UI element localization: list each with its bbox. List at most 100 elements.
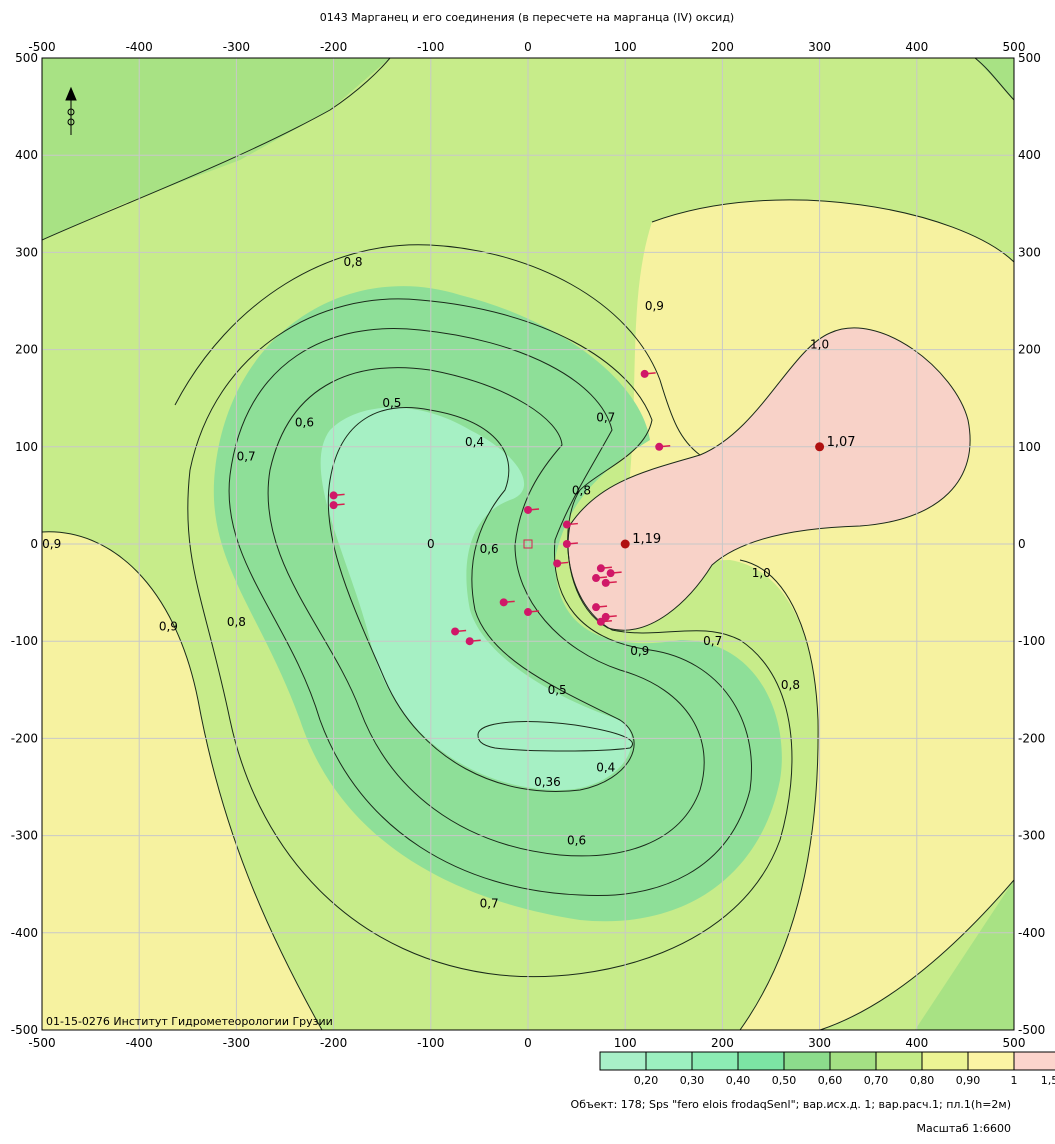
contour-label: 0,4 [465,435,484,449]
source-marker [329,501,338,510]
legend-swatch [645,1051,693,1071]
legend-label: 0,30 [680,1074,705,1087]
legend-label: 0,60 [818,1074,843,1087]
y-tick-label-left: 100 [15,440,38,454]
y-tick-label-right: 100 [1018,440,1041,454]
y-axis-left: 500 400 300 200 100 0 -100 -200 -300 -400 -500 [11,51,38,1037]
region-lower-right-0-7 [915,880,1014,1030]
y-tick-label-left: 400 [15,148,38,162]
y-tick-label-right: 0 [1018,537,1026,551]
legend-swatch [967,1051,1015,1071]
source-marker [606,569,615,578]
source-marker [655,442,664,451]
y-tick-label-right: -100 [1018,634,1045,648]
contour-0-9-right [651,199,1014,1030]
footer-object: Объект: 178; Sps "fero elois frodaqSenl"… [571,1098,1011,1111]
x-tick-label-top: -200 [320,40,347,54]
max-points: 1,19 1,07 [620,435,856,549]
legend-label: 0,40 [726,1074,751,1087]
source-marker [524,608,532,617]
contour-label: 0,6 [295,416,314,430]
contour-label: 0,9 [645,299,664,313]
source-marker [329,491,338,500]
contour-label: 0,7 [237,450,256,464]
source-marker [524,505,532,514]
contour-label: 0,8 [227,615,246,629]
x-axis-top: -500 -400 -300 -200 -100 0 100 200 300 400 500 [28,40,1025,54]
source-marker [601,612,610,621]
x-tick-label-bottom: -500 [28,1036,55,1050]
contour-label: 0,8 [781,678,800,692]
x-tick-label-top: -300 [223,40,250,54]
x-tick-label-top: 400 [905,40,928,54]
source-markers [329,369,671,646]
open-marker [523,539,533,549]
contour-label: 0,6 [567,833,586,847]
y-tick-label-left: -500 [11,1023,38,1037]
y-tick-label-right: -200 [1018,731,1045,745]
legend-label: 0,90 [956,1074,981,1087]
legend-swatch [783,1051,831,1071]
max-point-marker [620,539,630,549]
contour-0-4 [327,407,635,792]
y-tick-label-right: -400 [1018,926,1045,940]
y-tick-label-left: 200 [15,343,38,357]
legend-swatch [1013,1051,1055,1071]
color-legend: 0,20 0,30 0,40 0,50 0,60 0,70 0,80 0,90 1 1,50 [599,1051,1055,1087]
chart-title: 0143 Марганец и его соединения (в пересч… [320,11,734,24]
contour-label: 0,9 [159,620,178,634]
max-point-label: 1,19 [632,532,661,547]
compass-icon [65,86,77,135]
region-inner-0-4 [320,407,632,790]
x-tick-label-bottom: 300 [808,1036,831,1050]
legend-label: 0,50 [772,1074,797,1087]
contour-1-0 [567,327,971,631]
contour-label: 0,4 [596,761,615,775]
footer-scale: Масштаб 1:6600 [917,1122,1011,1135]
x-tick-label-top: -500 [28,40,55,54]
y-tick-label-right: -300 [1018,829,1045,843]
max-point-label: 1,07 [827,435,856,450]
x-tick-label-bottom: -300 [223,1036,250,1050]
legend-swatch [829,1051,877,1071]
source-marker [562,540,571,548]
y-tick-label-right: 200 [1018,343,1041,357]
contour-label: 0,6 [480,542,499,556]
source-marker [553,559,562,568]
source-marker [596,564,605,573]
x-tick-label-top: 0 [524,40,532,54]
x-axis-bottom: -500 -400 -300 -200 -100 0 100 200 300 400 500 [28,1036,1025,1050]
contour-0-36 [477,721,633,752]
y-tick-label-right: 500 [1018,51,1041,65]
contour-label: 0,7 [703,634,722,648]
source-marker [562,520,571,529]
contour-label: 1,0 [810,338,829,352]
legend-label: 1 [1011,1074,1018,1087]
contour-label: 0,5 [548,683,567,697]
x-tick-label-top: -100 [417,40,444,54]
x-tick-label-bottom: -400 [126,1036,153,1050]
legend-label: 1,50 [1041,1074,1055,1087]
x-tick-label-top: -400 [126,40,153,54]
region-left-0-9 [42,531,322,1030]
x-tick-label-bottom: 200 [711,1036,734,1050]
legend-swatch [691,1051,739,1071]
contour-label: 0,5 [382,396,401,410]
corner-label: 01-15-0276 Институт Гидрометеорологии Гр… [46,1015,333,1028]
contour-lines [42,58,1014,1030]
contour-labels: 0,8 0,9 1,0 0,5 0,6 0,4 0,7 0,7 0,8 0,9 0 0,6 1,0 0,9… [42,255,829,911]
y-tick-label-left: -200 [11,731,38,745]
source-marker [601,578,610,587]
source-marker [596,617,605,626]
contour-label: 0,8 [572,484,591,498]
source-marker [451,627,460,636]
contour-0-5 [267,367,705,857]
x-tick-label-bottom: 0 [524,1036,532,1050]
contour-label: 1,0 [752,566,771,580]
contour-label: 0,7 [596,411,615,425]
contour-label: 0,9 [42,537,61,551]
x-tick-label-top: 100 [614,40,637,54]
legend-label: 0,80 [910,1074,935,1087]
contour-label: 0,36 [534,775,561,789]
